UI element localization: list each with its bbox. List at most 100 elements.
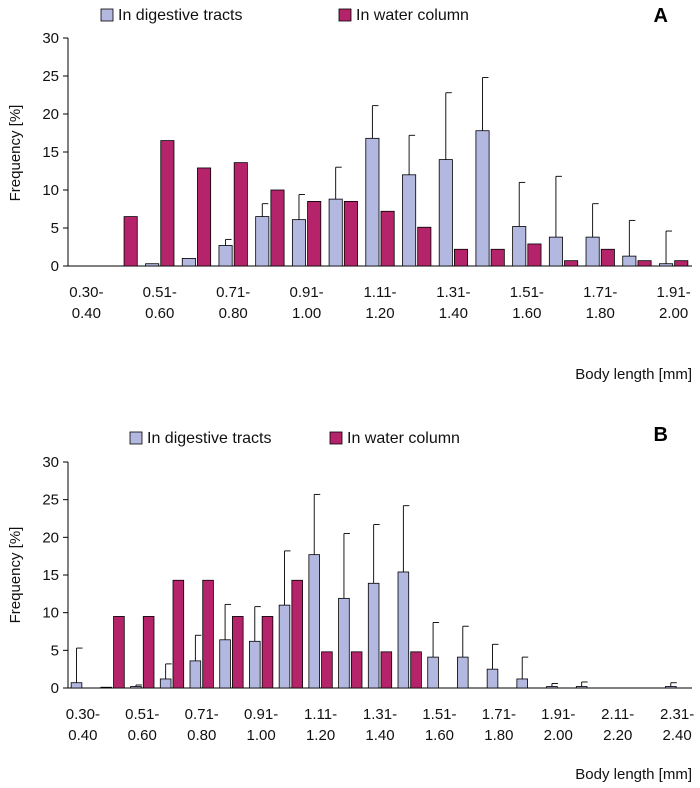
bar-water [261, 616, 274, 689]
legend-label-digestive: In digestive tracts [118, 7, 243, 24]
x-tick-label: 1.60 [425, 727, 454, 744]
panel-a-letter: A [654, 5, 668, 27]
panel-b-letter: B [654, 424, 668, 446]
bar-water [160, 140, 175, 267]
y-tick-label: 10 [42, 182, 59, 199]
x-tick-label: 1.71- [583, 284, 617, 301]
x-tick-label: 1.71- [482, 706, 516, 723]
x-tick-label: 2.20 [603, 727, 632, 744]
x-tick-label: 1.31- [436, 284, 470, 301]
x-tick-label: 0.80 [219, 305, 248, 322]
bar-digestive [308, 554, 320, 689]
x-tick-label: 0.91- [289, 284, 323, 301]
bar-digestive [516, 678, 528, 689]
x-tick-label: 0.60 [145, 305, 174, 322]
y-tick-label: 10 [42, 605, 59, 622]
bar-digestive [365, 137, 380, 267]
x-tick-label: 1.91- [541, 706, 575, 723]
bar-digestive [291, 219, 306, 267]
y-tick-label: 20 [42, 106, 59, 123]
panel-a-legend: In digestive tracts In water column [100, 7, 469, 24]
bar-water [674, 260, 689, 267]
x-tick-label: 0.30- [69, 284, 103, 301]
legend-swatch-digestive [100, 8, 114, 22]
bar-digestive [145, 263, 160, 267]
x-tick-label: 1.00 [247, 727, 276, 744]
y-tick-label: 30 [42, 30, 59, 47]
x-tick-label: 0.80 [187, 727, 216, 744]
panel-a-x-axis-label: Body length [mm] [575, 366, 692, 383]
bar-digestive [159, 678, 172, 689]
bar-digestive [622, 255, 637, 267]
panel-b-plot-area: 0 5 10 15 20 25 30 0.30- 0.40 0.51- 0.60 0.71- 0.80 0… [42, 454, 694, 744]
panel-a-chart: A In digestive tracts In water column Fr… [7, 5, 692, 383]
bar-digestive [585, 236, 600, 267]
bar-digestive [219, 639, 231, 689]
x-tick-label: 1.20 [306, 727, 335, 744]
panel-b-legend: In digestive tracts In water column [129, 430, 460, 447]
bar-digestive [218, 245, 233, 267]
x-tick-label: 1.51- [422, 706, 456, 723]
legend-label-water: In water column [347, 430, 460, 447]
x-tick-label: 1.91- [657, 284, 691, 301]
bar-water [417, 226, 432, 267]
x-tick-label: 1.11- [363, 284, 396, 301]
x-tick-label: 0.40 [68, 727, 97, 744]
x-tick-label: 0.60 [128, 727, 157, 744]
bar-water [202, 579, 214, 689]
y-tick-label: 5 [51, 220, 59, 237]
bar-digestive [402, 174, 417, 267]
bar-digestive [338, 597, 350, 689]
bar-water [343, 200, 358, 267]
bar-water [142, 616, 155, 689]
bar-water [197, 167, 212, 267]
bar-digestive [100, 686, 112, 689]
x-tick-label: 2.11- [601, 706, 634, 723]
bar-water [233, 162, 248, 267]
bar-water [123, 216, 138, 267]
bar-water [490, 248, 505, 267]
x-tick-label: 2.31- [660, 706, 694, 723]
bar-digestive [665, 686, 677, 689]
bar-digestive [438, 159, 453, 267]
x-tick-label: 1.31- [363, 706, 397, 723]
panel-b-x-axis-label: Body length [mm] [575, 766, 692, 783]
bar-water [600, 248, 615, 267]
x-tick-label: 1.80 [586, 305, 615, 322]
x-tick-label: 1.00 [292, 305, 321, 322]
bar-water [232, 616, 244, 689]
bar-water [270, 189, 285, 267]
bar-digestive [512, 226, 527, 267]
bar-digestive [486, 668, 499, 689]
bar-digestive [189, 660, 202, 689]
panel-b-chart: B In digestive tracts In water column Fr… [7, 424, 694, 783]
legend-swatch-water [329, 431, 343, 445]
x-tick-label: 2.40 [663, 727, 692, 744]
x-tick-label: 1.20 [365, 305, 394, 322]
y-tick-label: 20 [42, 529, 59, 546]
bar-digestive [367, 582, 380, 689]
bar-water [307, 200, 322, 267]
panel-a-y-axis-label: Frequency [%] [7, 105, 24, 202]
legend-swatch-water [338, 8, 352, 22]
bar-digestive [249, 640, 261, 689]
panel-a-plot-area: 0 5 10 15 20 25 30 0.30- 0.40 0.51- 0.60 0.71- 0.80 0… [42, 30, 692, 322]
y-tick-label: 15 [42, 144, 59, 161]
bar-water [380, 651, 393, 689]
x-tick-label: 0.51- [143, 284, 177, 301]
bar-digestive [130, 686, 142, 689]
x-tick-label: 0.30- [66, 706, 100, 723]
bar-digestive [328, 198, 343, 267]
bar-digestive [548, 236, 563, 267]
x-tick-label: 2.00 [659, 305, 688, 322]
bar-digestive [255, 216, 270, 267]
bar-digestive [546, 686, 558, 689]
x-tick-label: 0.71- [185, 706, 219, 723]
x-tick-label: 1.60 [512, 305, 541, 322]
bar-digestive [659, 263, 674, 267]
bar-water [454, 248, 469, 267]
legend-label-digestive: In digestive tracts [147, 430, 272, 447]
y-tick-label: 5 [51, 642, 59, 659]
bar-water [527, 243, 542, 267]
